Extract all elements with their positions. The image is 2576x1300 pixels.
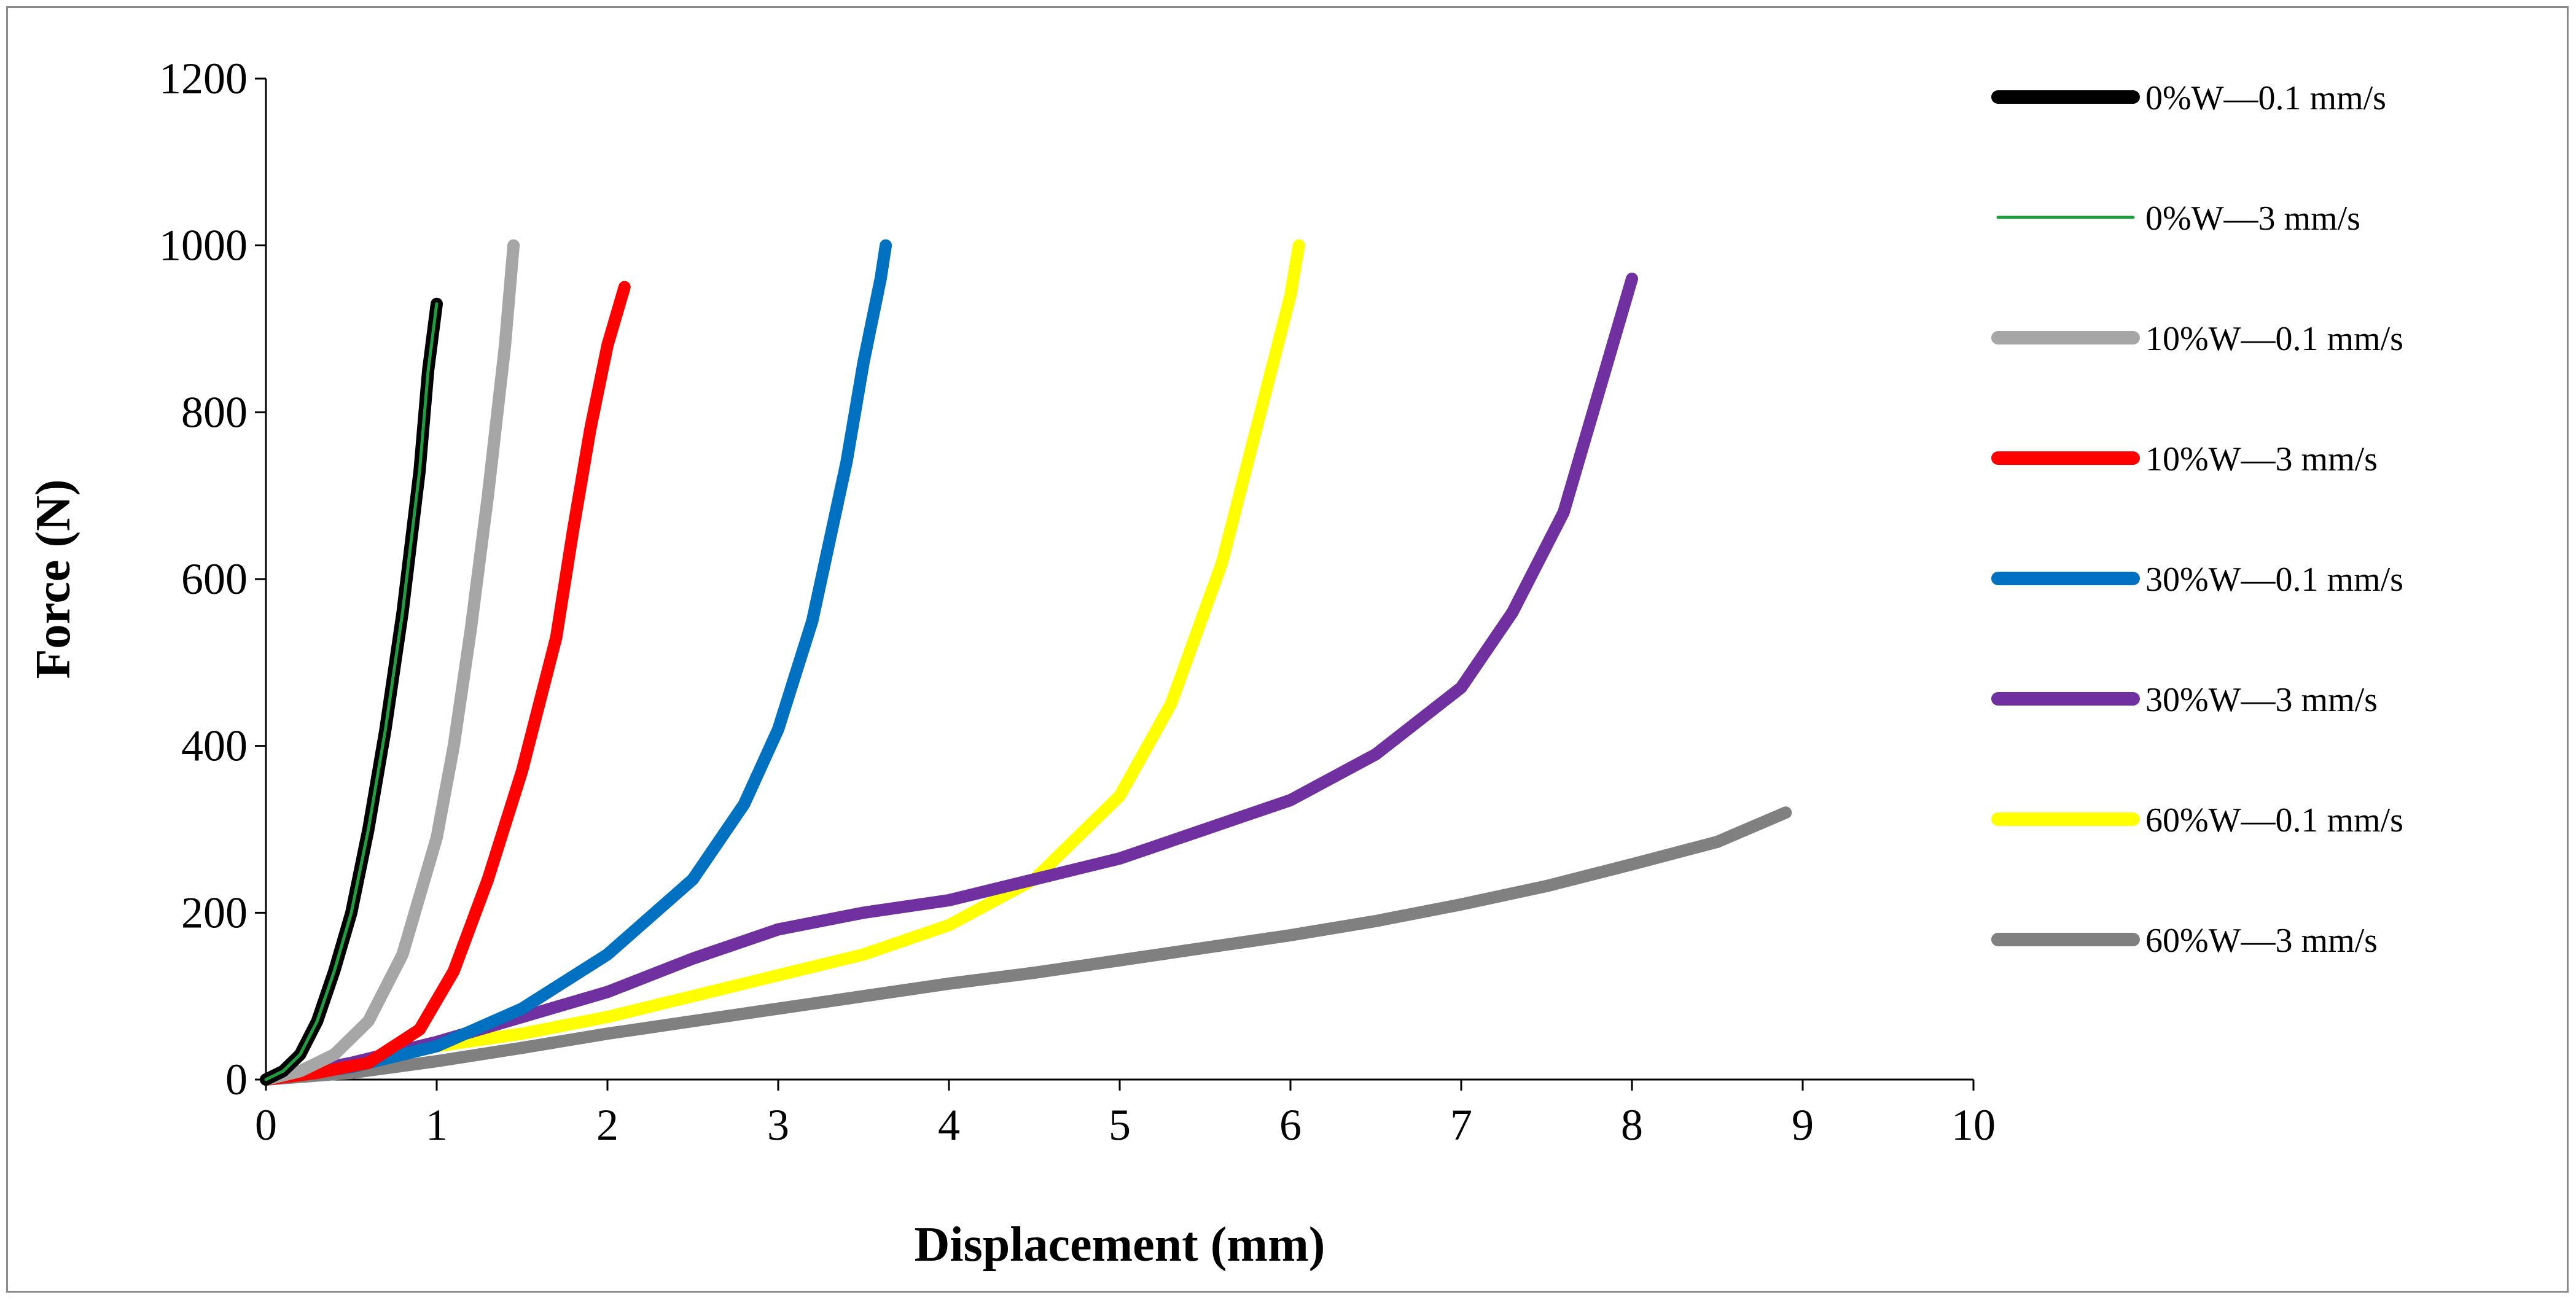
- x-tick-label: 10: [1951, 1100, 1996, 1150]
- x-tick-label: 2: [596, 1100, 619, 1150]
- legend-label-0-w-3-mm-s: 0%W—3 mm/s: [2145, 200, 2360, 238]
- series-line-0-w-0-1-mm-s: [260, 297, 443, 1086]
- y-tick-label: 600: [181, 555, 248, 604]
- chart-frame: 0 200 400 600 800 1000 1200 0 1 2 3 4 5 6 7 8 9 10 0%W—0.…: [6, 6, 2569, 1293]
- y-tick-label: 800: [181, 387, 248, 437]
- series-line-30-w-0-1-mm-s: [260, 239, 892, 1086]
- x-tick-label: 6: [1279, 1100, 1302, 1150]
- legend-label-30-w-0-1-mm-s: 30%W—0.1 mm/s: [2145, 561, 2403, 599]
- series-line-60-w-3-mm-s: [260, 806, 1792, 1086]
- x-tick-label: 1: [426, 1100, 448, 1150]
- y-axis-title: Force (N): [26, 480, 80, 679]
- x-tick-label: 7: [1450, 1100, 1472, 1150]
- legend-label-10-w-3-mm-s: 10%W—3 mm/s: [2145, 440, 2378, 478]
- x-tick-label: 3: [767, 1100, 789, 1150]
- legend: 0%W—0.1 mm/s 0%W—3 mm/s 10%W—0.1 mm/s 10%W—…: [1991, 79, 2403, 960]
- x-tick-label: 5: [1109, 1100, 1131, 1150]
- y-tick-label: 400: [181, 722, 248, 771]
- y-tick-label: 1200: [159, 54, 248, 103]
- legend-label-60-w-3-mm-s: 60%W—3 mm/s: [2145, 922, 2378, 960]
- force-displacement-chart: 0 200 400 600 800 1000 1200 0 1 2 3 4 5 6 7 8 9 10 0%W—0.…: [26, 54, 2403, 1272]
- legend-label-60-w-0-1-mm-s: 60%W—0.1 mm/s: [2145, 801, 2403, 839]
- plot-series: [260, 239, 1792, 1086]
- y-tick-label: 1000: [159, 221, 248, 270]
- x-tick-label: 8: [1621, 1100, 1643, 1150]
- legend-label-0-w-0-1-mm-s: 0%W—0.1 mm/s: [2145, 79, 2386, 117]
- series-line-60-w-0-1-mm-s: [260, 239, 1305, 1086]
- x-axis-title: Displacement (mm): [915, 1218, 1325, 1272]
- x-tick-label: 4: [938, 1100, 960, 1150]
- series-line-30-w-3-mm-s: [260, 273, 1638, 1086]
- legend-label-30-w-3-mm-s: 30%W—3 mm/s: [2145, 681, 2378, 719]
- series-line-10-w-3-mm-s: [260, 281, 631, 1086]
- y-tick-label: 200: [181, 888, 248, 937]
- y-tick-label: 0: [225, 1055, 248, 1104]
- x-tick-label: 9: [1792, 1100, 1814, 1150]
- series-line-10-w-0-1-mm-s: [260, 239, 520, 1086]
- series-line-0-w-3-mm-s: [264, 302, 439, 1081]
- legend-label-10-w-0-1-mm-s: 10%W—0.1 mm/s: [2145, 320, 2403, 358]
- x-tick-label: 0: [255, 1100, 277, 1150]
- axes: 0 200 400 600 800 1000 1200 0 1 2 3 4 5 6 7 8 9 10: [159, 54, 1996, 1150]
